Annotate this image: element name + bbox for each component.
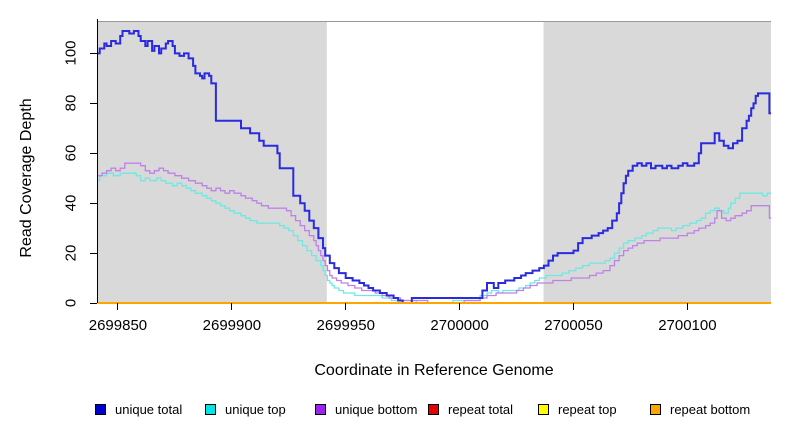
chart-canvas — [97, 22, 771, 304]
legend-label: repeat total — [448, 401, 514, 417]
y-tick — [90, 152, 97, 154]
legend-swatch-unique-top — [205, 403, 216, 415]
legend-label: unique bottom — [335, 401, 418, 417]
y-tick — [90, 302, 97, 304]
y-tick-label: 0 — [62, 298, 80, 308]
x-tick — [573, 303, 574, 310]
x-tick-label: 2700100 — [658, 317, 717, 334]
legend-label: repeat bottom — [670, 401, 751, 417]
x-tick-label: 2699900 — [202, 317, 262, 334]
x-axis-title: Coordinate in Reference Genome — [314, 362, 554, 379]
legend-swatch-unique-total — [95, 403, 106, 415]
legend-label: unique top — [225, 401, 286, 417]
series-unique-total — [97, 30, 771, 304]
y-axis-title: Read Coverage Depth — [18, 98, 35, 258]
x-tick — [345, 303, 347, 310]
y-tick — [90, 102, 97, 104]
x-tick — [459, 303, 461, 310]
x-tick-label: 2699950 — [316, 317, 375, 334]
y-axis-line — [97, 19, 98, 303]
x-tick — [686, 303, 688, 310]
y-tick-label: 20 — [62, 244, 80, 262]
legend-label: repeat top — [558, 401, 617, 417]
y-tick — [90, 252, 97, 254]
legend-swatch-repeat-top — [538, 403, 549, 415]
y-tick — [90, 202, 97, 204]
shaded-region — [543, 22, 771, 302]
series-unique-top — [97, 172, 771, 304]
x-tick — [117, 303, 119, 310]
legend-label: unique total — [115, 401, 183, 417]
legend-item-unique-bottom: unique bottom — [315, 401, 417, 417]
legend-swatch-repeat-bottom — [650, 403, 661, 415]
y-tick-label: 80 — [62, 95, 80, 112]
x-tick-label: 2699850 — [88, 317, 148, 334]
y-tick — [90, 52, 97, 54]
legend-item-repeat-top: repeat top — [538, 401, 617, 417]
x-tick-label: 2700000 — [430, 317, 489, 334]
x-tick — [231, 303, 233, 310]
shaded-region — [98, 22, 327, 302]
legend-item-unique-total: unique total — [95, 401, 182, 417]
legend-item-unique-top: unique top — [205, 401, 286, 417]
legend-swatch-unique-bottom — [315, 403, 326, 415]
y-tick-label: 100 — [62, 40, 80, 66]
y-tick-label: 60 — [62, 144, 80, 162]
legend-swatch-repeat-total — [428, 403, 439, 415]
x-tick-label: 2700050 — [544, 317, 603, 334]
y-tick-label: 40 — [62, 194, 80, 212]
series-unique-bottom — [97, 162, 771, 304]
legend-item-repeat-bottom: repeat bottom — [650, 401, 750, 417]
legend-item-repeat-total: repeat total — [428, 401, 513, 417]
